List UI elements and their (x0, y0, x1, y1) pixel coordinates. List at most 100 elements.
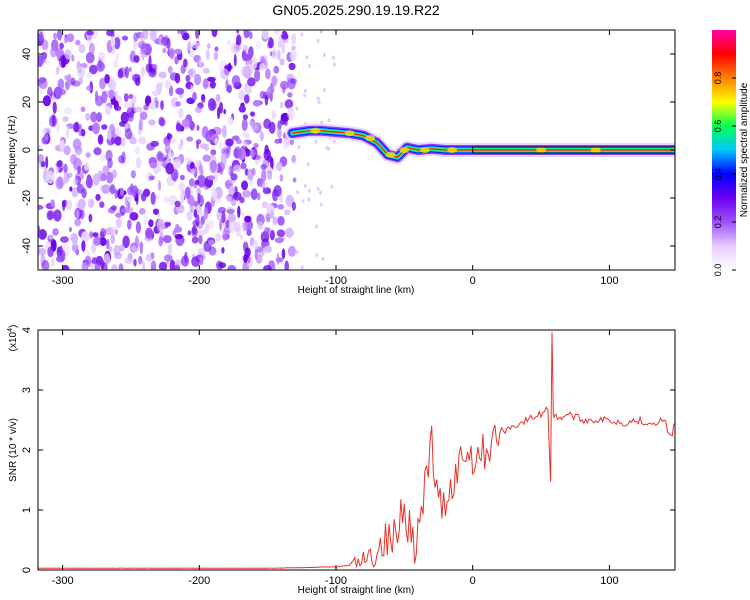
noise-speckle (74, 218, 81, 227)
noise-speckle (65, 199, 73, 211)
snr-series-line (38, 332, 675, 569)
noise-speckle (133, 258, 137, 267)
noise-speckle (300, 32, 304, 37)
noise-speckle (96, 61, 105, 72)
noise-speckle (321, 256, 325, 261)
noise-speckle (213, 51, 219, 61)
noise-speckle (322, 87, 326, 92)
noise-speckle (75, 121, 79, 133)
noise-speckle (187, 41, 192, 51)
noise-speckle (209, 160, 217, 173)
noise-speckle (113, 59, 118, 68)
noise-speckle (267, 41, 273, 49)
noise-speckle (301, 199, 305, 204)
noise-speckle (252, 239, 258, 250)
noise-speckle (88, 213, 93, 223)
noise-speckle (242, 114, 248, 120)
noise-speckle (241, 132, 250, 138)
x-tick-label: -300 (52, 575, 74, 587)
noise-speckle (197, 174, 206, 188)
noise-speckle (259, 131, 264, 142)
noise-speckle (164, 221, 172, 227)
y-tick-label: 40 (21, 48, 33, 60)
noise-speckle (86, 71, 93, 79)
noise-speckle (241, 211, 245, 218)
noise-speckle (185, 74, 191, 83)
ridge-peak (399, 147, 410, 153)
noise-speckle (202, 78, 209, 90)
noise-speckle (211, 188, 218, 201)
colorbar-tick-label: 0.2 (713, 216, 723, 229)
noise-speckle (45, 127, 49, 133)
noise-speckle (148, 175, 155, 181)
noise-speckle (291, 154, 296, 163)
noise-speckle (38, 77, 47, 83)
noise-speckle (53, 209, 62, 222)
noise-speckle (253, 148, 258, 157)
noise-speckle (203, 181, 210, 190)
ridge-peak (344, 130, 355, 137)
noise-speckle (99, 77, 106, 90)
noise-speckle (280, 116, 287, 125)
noise-speckle (150, 260, 157, 270)
noise-speckle (277, 204, 285, 210)
noise-speckle (178, 108, 184, 119)
noise-speckle (270, 157, 274, 171)
noise-speckle (86, 85, 92, 91)
noise-speckle (56, 66, 60, 75)
noise-speckle (85, 152, 91, 158)
noise-speckle (132, 95, 137, 104)
x-tick-label: -200 (188, 275, 210, 287)
noise-speckle (226, 39, 232, 46)
noise-speckle (57, 30, 63, 41)
noise-speckle (47, 246, 54, 258)
noise-speckle (71, 54, 75, 62)
noise-speckle (198, 58, 203, 68)
noise-speckle (115, 212, 122, 218)
noise-speckle (196, 141, 200, 150)
noise-speckle (90, 111, 98, 123)
noise-speckle (279, 80, 289, 90)
noise-speckle (101, 262, 108, 270)
noise-speckle (300, 265, 304, 270)
spectrogram-y-label: Frequency (Hz) (7, 116, 18, 185)
noise-speckle (158, 261, 168, 270)
noise-speckle (71, 187, 79, 198)
noise-speckle (107, 158, 113, 169)
noise-speckle (41, 39, 49, 51)
noise-speckle (74, 145, 83, 156)
noise-speckle (189, 84, 194, 94)
noise-speckle (133, 32, 139, 42)
noise-speckle (117, 68, 124, 79)
noise-speckle (162, 47, 167, 54)
noise-speckle (277, 49, 281, 61)
noise-speckle (169, 138, 177, 144)
noise-speckle (297, 145, 301, 150)
noise-speckle (100, 228, 107, 238)
noise-speckle (260, 231, 270, 243)
noise-speckle (114, 105, 122, 112)
noise-speckle (120, 187, 124, 197)
noise-speckle (227, 164, 231, 176)
noise-speckle (257, 192, 261, 201)
ridge-peak (590, 147, 601, 153)
noise-speckle (303, 88, 307, 93)
noise-speckle (106, 238, 110, 250)
noise-speckle (162, 235, 172, 244)
noise-speckle (85, 112, 91, 121)
noise-speckle (181, 255, 190, 267)
noise-speckle (180, 64, 186, 74)
noise-speckle (89, 231, 93, 239)
noise-speckle (197, 253, 206, 261)
noise-speckle (114, 136, 122, 146)
noise-speckle (134, 195, 139, 202)
noise-speckle (211, 30, 218, 38)
noise-speckle (190, 168, 196, 175)
noise-speckle (307, 188, 311, 193)
noise-speckle (244, 94, 250, 104)
noise-speckle (152, 208, 160, 215)
noise-speckle (95, 95, 104, 107)
noise-speckle (158, 71, 167, 79)
noise-speckle (38, 248, 46, 256)
